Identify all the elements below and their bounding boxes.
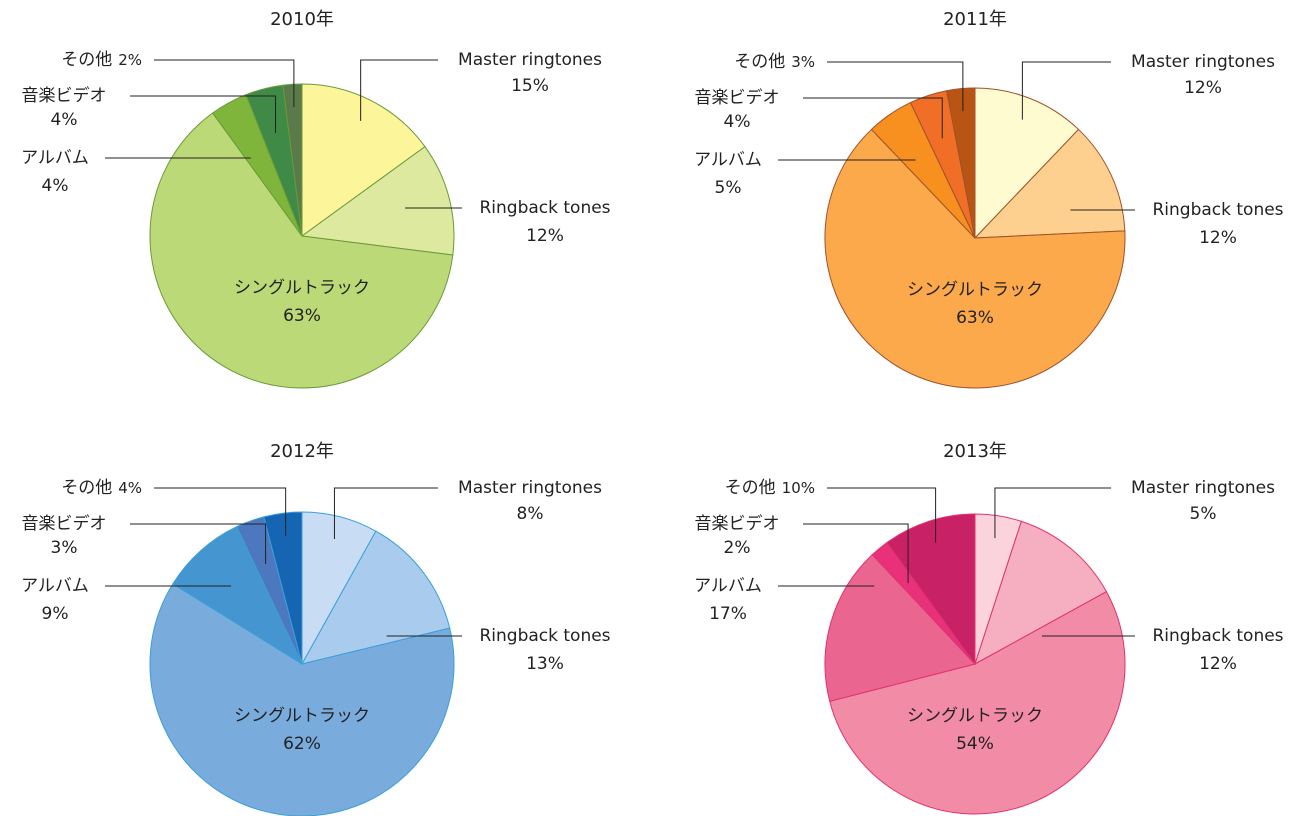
slice-label: 音楽ビデオ	[22, 85, 107, 106]
chart-title: 2010年	[270, 9, 334, 30]
slice-label: Ringback tones	[1152, 200, 1283, 220]
slice-label: シングルトラック	[234, 278, 370, 298]
slice-value: 12%	[1184, 78, 1222, 98]
slice-value: 12%	[1199, 654, 1237, 674]
slice-label: アルバム	[694, 150, 762, 170]
leader-line	[154, 59, 295, 108]
slice-label: Master ringtones	[1131, 478, 1275, 498]
slice-label: その他 10%	[725, 478, 815, 498]
pie-slice	[300, 145, 455, 256]
pie-slice	[301, 83, 426, 237]
pie-slice	[974, 520, 1108, 666]
slice-value: 4%	[724, 112, 751, 132]
slice-value: 3%	[51, 538, 78, 558]
slice-label: 音楽ビデオ	[22, 513, 107, 534]
slice-value: 54%	[956, 734, 994, 754]
leader-line	[1021, 61, 1111, 120]
slice-label: 音楽ビデオ	[695, 87, 780, 108]
pie-slice	[301, 530, 451, 665]
slice-label: その他 3%	[734, 52, 815, 72]
slice-value: 12%	[1199, 228, 1237, 248]
leader-line	[827, 487, 937, 543]
leader-line	[333, 487, 438, 539]
slice-label: その他 4%	[61, 478, 142, 498]
leader-line	[994, 487, 1111, 539]
leader-line	[360, 59, 438, 121]
slice-value: 9%	[42, 604, 69, 624]
slice-value: 5%	[715, 178, 742, 198]
slice-label: その他 2%	[61, 50, 142, 70]
slice-value: 4%	[118, 479, 142, 497]
slice-name: その他	[61, 478, 112, 498]
slice-value: 4%	[51, 110, 78, 130]
leader-line	[130, 523, 267, 565]
slice-value: 63%	[283, 306, 321, 326]
slice-value: 62%	[283, 734, 321, 754]
pie-slice	[172, 526, 304, 666]
slice-label: アルバム	[21, 148, 89, 168]
slice-value: 2%	[724, 538, 751, 558]
slice-value: 63%	[956, 308, 994, 328]
slice-label: Master ringtones	[458, 478, 602, 498]
chart-title: 2011年	[943, 9, 1007, 30]
slice-name: その他	[725, 478, 776, 498]
leader-line	[803, 523, 909, 584]
slice-value: 15%	[511, 76, 549, 96]
slice-value: 17%	[709, 604, 747, 624]
chart-title: 2012年	[270, 441, 334, 462]
leader-line	[803, 97, 943, 139]
slice-label: シングルトラック	[907, 280, 1043, 300]
slice-value: 4%	[42, 176, 69, 196]
pie-slice	[886, 513, 976, 666]
slice-value: 5%	[1190, 504, 1217, 524]
slice-label: Ringback tones	[479, 198, 610, 218]
slice-label: Ringback tones	[1152, 626, 1283, 646]
leader-line	[154, 487, 287, 536]
slice-value: 13%	[526, 654, 564, 674]
leader-line	[827, 61, 964, 112]
pie-slice	[829, 591, 1126, 815]
pie-slice	[973, 128, 1126, 239]
pie-slice	[824, 128, 1126, 389]
slice-label: アルバム	[694, 576, 762, 596]
slice-value: 3%	[791, 53, 815, 71]
slice-label: Master ringtones	[1131, 52, 1275, 72]
slice-label: アルバム	[21, 576, 89, 596]
slice-value: 8%	[517, 504, 544, 524]
slice-label: Ringback tones	[479, 626, 610, 646]
pie-slice	[149, 583, 455, 816]
pie-slice	[974, 87, 1080, 240]
pie-slice	[149, 112, 454, 389]
leader-line	[130, 95, 277, 133]
slice-label: シングルトラック	[234, 706, 370, 726]
slice-value: 12%	[526, 226, 564, 246]
slice-name: その他	[61, 50, 112, 70]
pie-slice	[282, 83, 303, 237]
slice-value: 10%	[782, 479, 815, 497]
pie-slice	[946, 87, 976, 239]
pie-slice	[824, 553, 976, 702]
slice-value: 2%	[118, 51, 142, 69]
slice-label: Master ringtones	[458, 50, 602, 70]
slice-label: 音楽ビデオ	[695, 513, 780, 534]
pie-slice	[263, 511, 303, 665]
slice-label: シングルトラック	[907, 706, 1043, 726]
slice-name: その他	[734, 52, 785, 72]
chart-title: 2013年	[943, 441, 1007, 462]
